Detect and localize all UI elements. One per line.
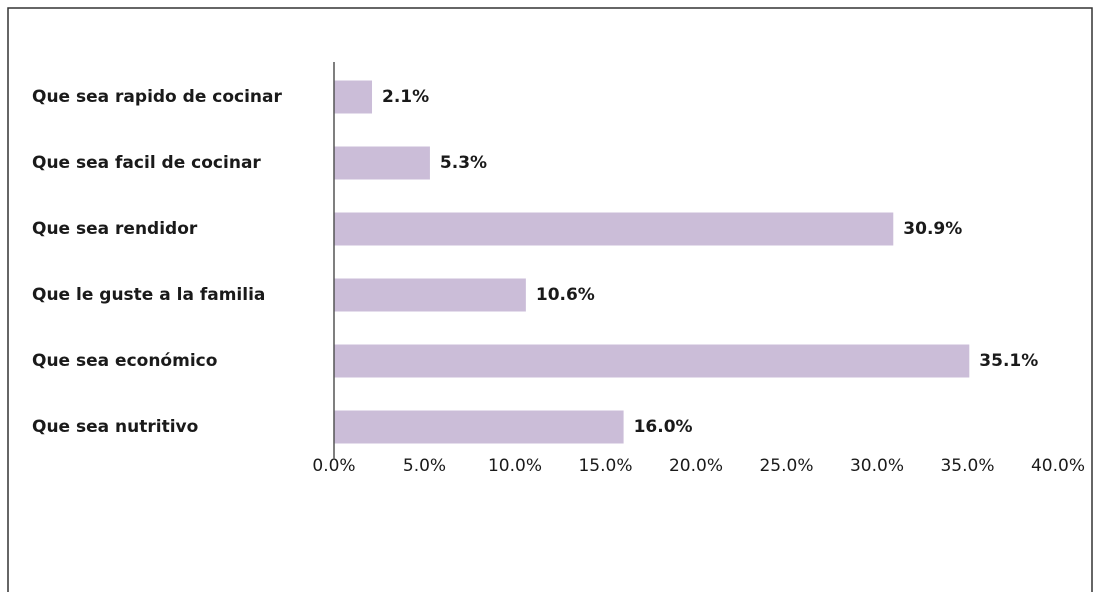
bar [334,278,526,312]
value-label: 10.6% [536,285,595,305]
bar [334,344,970,378]
bar [334,146,430,180]
frame [7,7,1093,592]
y-tick-label: Que sea facil de cocinar [32,153,261,173]
bar [334,80,373,114]
x-tick-label: 5.0% [403,456,446,476]
x-tick-label: 20.0% [669,456,723,476]
value-label: 35.1% [979,351,1038,371]
x-tick-label: 10.0% [488,456,542,476]
value-label: 16.0% [634,417,693,437]
y-tick-label: Que sea rapido de cocinar [32,87,283,107]
value-label: 30.9% [903,219,962,239]
x-tick-label: 15.0% [578,456,632,476]
y-tick-label: Que sea rendidor [32,219,198,239]
bar [334,410,624,444]
x-tick-label: 35.0% [940,456,994,476]
x-tick-label: 30.0% [850,456,904,476]
value-label: 2.1% [382,87,429,107]
bar [334,212,894,246]
x-tick-label: 40.0% [1031,456,1085,476]
y-tick-label: Que le guste a la familia [32,285,265,305]
x-tick-label: 0.0% [312,456,355,476]
y-tick-label: Que sea económico [32,351,217,371]
value-label: 5.3% [440,153,487,173]
x-tick-label: 25.0% [759,456,813,476]
y-tick-label: Que sea nutritivo [32,417,198,437]
